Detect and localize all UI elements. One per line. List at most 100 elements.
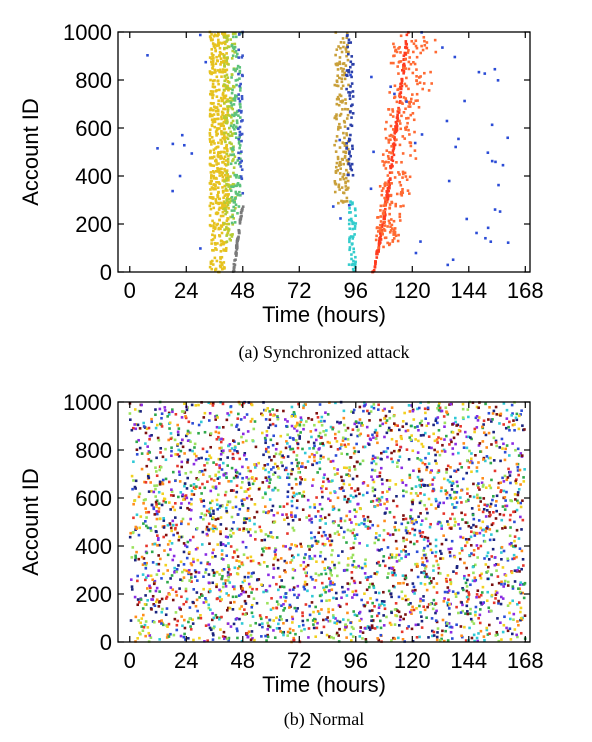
data-point xyxy=(413,528,417,532)
data-point xyxy=(154,466,157,469)
data-point xyxy=(155,505,158,508)
data-point xyxy=(221,179,225,182)
data-point xyxy=(420,556,424,560)
data-point xyxy=(268,625,272,629)
data-point xyxy=(280,585,284,588)
data-point xyxy=(389,428,393,432)
data-point xyxy=(394,120,398,124)
data-point xyxy=(184,494,188,497)
data-point xyxy=(388,511,392,514)
data-point xyxy=(310,601,314,604)
data-point xyxy=(157,490,161,494)
data-point xyxy=(220,206,223,210)
data-point xyxy=(305,583,309,586)
data-point xyxy=(229,130,233,134)
data-point xyxy=(460,635,464,639)
data-point xyxy=(437,436,440,439)
data-point xyxy=(395,100,399,104)
data-point xyxy=(162,519,166,522)
data-point xyxy=(515,555,518,559)
data-point xyxy=(336,128,340,131)
data-point xyxy=(276,511,279,515)
data-point xyxy=(211,59,215,63)
data-point xyxy=(389,623,393,627)
data-point xyxy=(234,32,237,35)
data-point xyxy=(208,562,211,566)
data-point xyxy=(212,512,215,515)
data-point xyxy=(219,458,222,461)
data-point xyxy=(381,153,385,156)
data-point xyxy=(448,551,452,554)
data-point xyxy=(353,468,357,471)
data-point xyxy=(241,205,245,208)
data-point xyxy=(497,602,500,605)
data-point xyxy=(185,496,189,500)
data-point xyxy=(232,183,236,186)
data-point xyxy=(397,459,400,462)
data-point xyxy=(451,512,454,516)
data-point xyxy=(409,113,413,117)
data-point xyxy=(317,434,321,438)
data-point xyxy=(260,635,263,638)
data-point xyxy=(261,547,264,551)
data-point xyxy=(404,550,408,553)
data-point xyxy=(219,150,223,154)
data-point xyxy=(471,565,475,569)
data-point xyxy=(229,87,232,91)
data-point xyxy=(481,477,485,480)
data-point xyxy=(144,567,148,570)
data-point xyxy=(189,628,193,631)
data-point xyxy=(135,527,139,530)
data-point xyxy=(377,606,381,610)
data-point xyxy=(449,517,452,521)
data-point xyxy=(398,582,402,585)
data-point xyxy=(262,590,265,594)
data-point xyxy=(428,582,432,585)
data-point xyxy=(351,144,354,148)
data-point xyxy=(272,513,276,517)
data-point xyxy=(316,416,320,419)
data-point xyxy=(169,432,173,435)
data-point xyxy=(506,559,510,562)
data-point xyxy=(353,534,357,537)
data-point xyxy=(381,559,385,563)
data-point xyxy=(186,429,190,433)
data-point xyxy=(144,594,147,597)
data-point xyxy=(207,510,211,513)
data-point xyxy=(379,418,382,422)
data-point xyxy=(508,601,512,605)
data-point xyxy=(168,427,171,430)
data-point xyxy=(402,617,405,621)
data-point xyxy=(396,65,399,68)
data-point xyxy=(395,494,398,498)
data-point xyxy=(517,427,521,431)
data-point xyxy=(351,590,355,594)
data-point xyxy=(389,61,393,65)
data-point xyxy=(225,119,229,123)
data-point xyxy=(461,518,464,521)
data-point xyxy=(209,171,213,174)
data-point xyxy=(212,34,216,38)
data-point xyxy=(403,411,406,415)
data-point xyxy=(230,132,234,136)
data-point xyxy=(498,513,502,516)
data-point xyxy=(330,553,333,557)
data-point xyxy=(223,40,227,44)
data-point xyxy=(474,613,477,617)
data-point xyxy=(502,513,506,517)
data-point xyxy=(177,427,181,430)
data-point xyxy=(390,406,394,409)
data-point xyxy=(300,418,303,422)
data-point xyxy=(320,517,324,521)
data-point xyxy=(292,638,296,642)
data-point xyxy=(227,575,230,579)
data-point xyxy=(208,181,212,185)
data-point xyxy=(224,189,228,192)
data-point xyxy=(146,445,149,448)
data-point xyxy=(330,635,333,639)
data-point xyxy=(513,493,517,496)
data-point xyxy=(260,539,264,542)
data-point xyxy=(388,479,392,482)
data-point xyxy=(209,501,212,505)
data-point xyxy=(394,127,398,131)
